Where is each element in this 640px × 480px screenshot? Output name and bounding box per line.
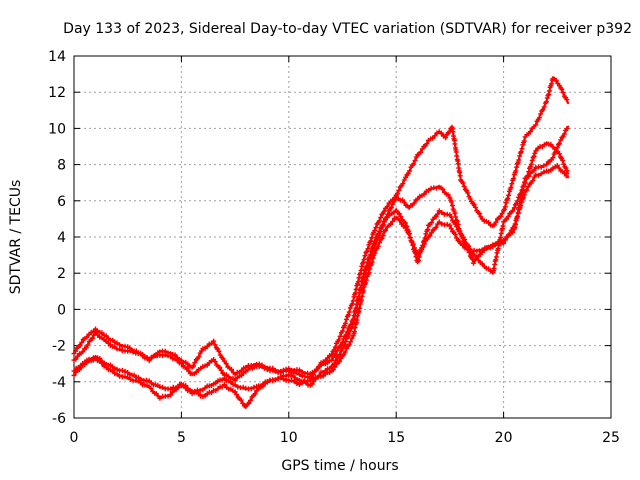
x-tick-label: 15 (387, 430, 405, 446)
x-tick-label: 0 (70, 430, 79, 446)
y-tick-label: -2 (52, 339, 66, 355)
y-tick-label: -6 (52, 411, 66, 427)
y-tick-label: 14 (48, 49, 66, 65)
series-trace-1 (71, 141, 570, 383)
series-line (72, 76, 570, 380)
y-tick-label: 4 (57, 230, 66, 246)
y-tick-label: 8 (57, 158, 66, 174)
y-axis-label: SDTVAR / TECUs (8, 180, 24, 295)
series-trace-2 (71, 76, 570, 380)
y-tick-label: 6 (57, 194, 66, 210)
y-tick-label: 2 (57, 266, 66, 282)
x-axis-label: GPS time / hours (281, 458, 398, 474)
x-tick-label: 25 (602, 430, 620, 446)
x-tick-label: 10 (280, 430, 298, 446)
series-markers (71, 141, 570, 383)
grid-layer (74, 56, 611, 418)
tick-layer: 0 5 10 15 20 25 -6 -4 -2 0 2 4 6 8 10 12 14 (48, 49, 620, 446)
series-markers (71, 163, 569, 396)
y-tick-label: 10 (48, 121, 66, 137)
x-tick-label: 5 (177, 430, 186, 446)
series-layer (71, 76, 570, 409)
x-tick-label: 20 (495, 430, 513, 446)
y-tick-label: 0 (57, 302, 66, 318)
y-tick-label: -4 (52, 375, 66, 391)
series-trace-4 (71, 163, 570, 396)
chart-title: Day 133 of 2023, Sidereal Day-to-day VTE… (63, 21, 632, 37)
series-markers (71, 76, 570, 380)
y-tick-label: 12 (48, 85, 66, 101)
